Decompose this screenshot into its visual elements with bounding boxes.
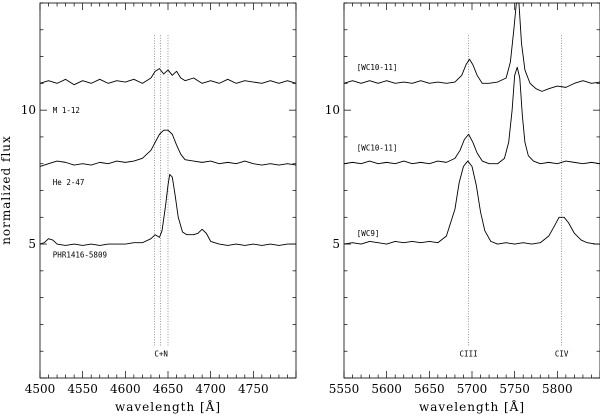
- left-panel-tick-labels: 4500 4550 4600 4650 4700 4750 5 10: [21, 103, 269, 396]
- spectrum-line: [39, 68, 297, 86]
- right-panel-spectra: [343, 2, 600, 245]
- spectrum-line: [343, 160, 600, 245]
- marker-label: CIV: [555, 350, 569, 359]
- x-tick-label: 4600: [110, 382, 141, 396]
- right-x-axis-label: wavelength [Å]: [419, 399, 525, 414]
- x-tick-label: 4550: [67, 382, 98, 396]
- x-tick-label: 5650: [414, 382, 445, 396]
- left-x-axis-label: wavelength [Å]: [115, 399, 221, 414]
- spectrum-label: [WC10-11]: [357, 63, 398, 72]
- x-tick-label: 5550: [329, 382, 360, 396]
- y-tick-label: 10: [325, 103, 340, 117]
- x-tick-label: 4500: [25, 382, 56, 396]
- x-tick-label: 4750: [238, 382, 269, 396]
- left-spectra-panel: 4500 4550 4600 4650 4700 4750 5 10 C+N M 1-12 He…: [21, 2, 297, 414]
- spectrum-label: [WC9]: [357, 229, 380, 238]
- right-panel-tick-labels: 5550 5600 5650 5700 5750 5800 5 10: [325, 103, 573, 396]
- right-spectra-panel: 5550 5600 5650 5700 5750 5800 5 10 CIII CIV [WC1…: [325, 2, 600, 414]
- marker-label: C+N: [154, 350, 168, 359]
- spectrum-line: [39, 129, 297, 167]
- spectrum-label: M 1-12: [53, 106, 80, 115]
- spectrum-label: PHR1416-5809: [53, 250, 107, 259]
- spectrum-line: [343, 66, 600, 165]
- spectrum-line: [39, 173, 296, 246]
- x-tick-label: 5800: [542, 382, 573, 396]
- left-panel-line-markers: C+N: [154, 35, 169, 359]
- right-panel-ticks: [343, 2, 600, 379]
- spectrum-line: [343, 2, 600, 92]
- left-panel-spectra: [39, 68, 297, 246]
- x-tick-label: 5750: [499, 382, 530, 396]
- y-axis-label: normalized flux: [0, 135, 13, 245]
- spectrum-label: He 2-47: [53, 178, 85, 187]
- left-panel-object-labels: M 1-12 He 2-47 PHR1416-5809: [53, 106, 107, 260]
- right-panel-object-labels: [WC10-11] [WC10-11] [WC9]: [357, 63, 398, 238]
- y-tick-label: 10: [21, 103, 36, 117]
- x-tick-label: 5600: [371, 382, 402, 396]
- y-tick-label: 5: [28, 237, 36, 251]
- marker-label: CIII: [460, 350, 478, 359]
- x-tick-label: 4700: [195, 382, 226, 396]
- spectrum-label: [WC10-11]: [357, 143, 398, 152]
- x-tick-label: 4650: [153, 382, 184, 396]
- x-tick-label: 5700: [457, 382, 488, 396]
- y-tick-label: 5: [332, 237, 340, 251]
- right-panel-line-markers: CIII CIV: [460, 35, 569, 359]
